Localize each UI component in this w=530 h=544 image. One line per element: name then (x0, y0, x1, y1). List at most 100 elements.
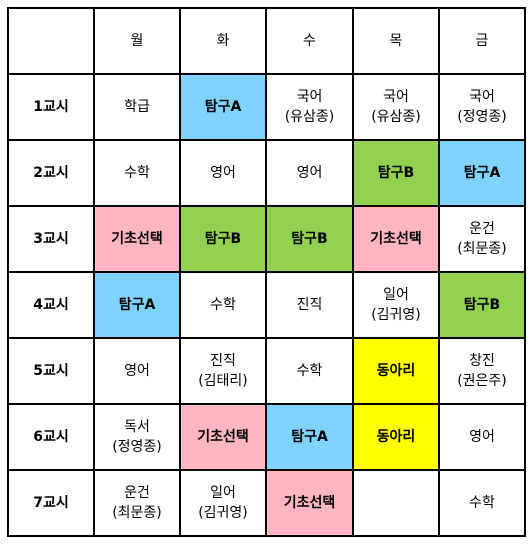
period-row: 3교시 기초선택 탐구B 탐구B 기초선택 운건 (최문종) (7, 205, 526, 273)
subject-name: 영어 (210, 165, 236, 181)
subject-name: 창진 (469, 353, 495, 369)
timetable: 월 화 수 목 금 1교시 학급 탐구A 국어 (유삼종) 국어 (유삼종) 국어 (정영종) 2… (7, 7, 526, 537)
class-cell-mon: 기초선택 (93, 205, 181, 273)
period-label: 6교시 (7, 403, 95, 471)
class-cell-wed: 국어 (유삼종) (265, 73, 354, 141)
class-cell-wed: 기초선택 (265, 469, 354, 537)
teacher-name: (유삼종) (284, 109, 335, 125)
subject-name: 수학 (469, 495, 495, 511)
subject-name: 탐구B (377, 165, 415, 181)
teacher-name: (정영종) (112, 439, 162, 455)
subject-name: 국어 (383, 89, 409, 105)
corner-cell (7, 7, 95, 75)
class-cell-tue: 탐구A (179, 73, 267, 141)
class-cell-mon: 영어 (93, 337, 181, 405)
subject-name: 기초선택 (111, 231, 163, 247)
class-cell-fri: 탐구A (438, 139, 526, 207)
day-header-mon: 월 (93, 7, 181, 75)
timetable-body: 월 화 수 목 금 1교시 학급 탐구A 국어 (유삼종) 국어 (유삼종) 국어 (정영종) 2… (7, 7, 526, 537)
subject-name: 탐구B (291, 231, 328, 247)
class-cell-tue: 진직 (김태리) (179, 337, 267, 405)
subject-name: 일어 (210, 485, 236, 501)
class-cell-thu: 국어 (유삼종) (352, 73, 440, 141)
subject-name: 국어 (469, 89, 495, 105)
subject-name: 일어 (383, 287, 409, 303)
subject-name: 영어 (124, 363, 150, 379)
class-cell-wed: 탐구A (265, 403, 354, 471)
subject-name: 영어 (296, 165, 323, 181)
subject-name: 기초선택 (370, 231, 422, 247)
class-cell-wed: 수학 (265, 337, 354, 405)
class-cell-tue: 영어 (179, 139, 267, 207)
class-cell-mon: 운건 (최문종) (93, 469, 181, 537)
period-label: 2교시 (7, 139, 95, 207)
class-cell-thu: 일어 (김귀영) (352, 271, 440, 339)
subject-name: 운건 (469, 221, 495, 237)
class-cell-thu: 동아리 (352, 337, 440, 405)
class-cell-fri: 창진 (권은주) (438, 337, 526, 405)
teacher-name: (김귀영) (198, 505, 248, 521)
teacher-name: (권은주) (457, 373, 507, 389)
subject-name: 영어 (469, 429, 495, 445)
day-header-thu: 목 (352, 7, 440, 75)
period-label: 1교시 (7, 73, 95, 141)
period-row: 4교시 탐구A 수학 진직 일어 (김귀영) 탐구B (7, 271, 526, 339)
period-row: 1교시 학급 탐구A 국어 (유삼종) 국어 (유삼종) 국어 (정영종) (7, 73, 526, 141)
subject-name: 국어 (296, 89, 323, 105)
subject-name: 탐구A (291, 429, 328, 445)
class-cell-thu: 동아리 (352, 403, 440, 471)
period-row: 2교시 수학 영어 영어 탐구B 탐구A (7, 139, 526, 207)
class-cell-tue: 기초선택 (179, 403, 267, 471)
period-label: 7교시 (7, 469, 95, 537)
subject-name: 탐구A (463, 165, 501, 181)
class-cell-thu (352, 469, 440, 537)
class-cell-fri: 국어 (정영종) (438, 73, 526, 141)
class-cell-fri: 영어 (438, 403, 526, 471)
teacher-name: (최문종) (112, 505, 162, 521)
subject-name: 수학 (124, 165, 150, 181)
header-row: 월 화 수 목 금 (7, 7, 526, 75)
subject-name: 탐구A (118, 297, 156, 313)
class-cell-mon: 독서 (정영종) (93, 403, 181, 471)
teacher-name: (유삼종) (371, 109, 421, 125)
subject-name: 탐구B (463, 297, 501, 313)
class-cell-mon: 탐구A (93, 271, 181, 339)
teacher-name: (정영종) (457, 109, 507, 125)
class-cell-wed: 탐구B (265, 205, 354, 273)
subject-name: 동아리 (376, 429, 416, 445)
subject-name: 탐구A (204, 99, 242, 115)
class-cell-tue: 수학 (179, 271, 267, 339)
period-label: 5교시 (7, 337, 95, 405)
subject-name: 기초선택 (283, 495, 336, 511)
class-cell-fri: 탐구B (438, 271, 526, 339)
subject-name: 수학 (210, 297, 236, 313)
subject-name: 독서 (124, 419, 150, 435)
subject-name: 기초선택 (197, 429, 249, 445)
class-cell-mon: 수학 (93, 139, 181, 207)
class-cell-fri: 수학 (438, 469, 526, 537)
subject-name: 동아리 (376, 363, 416, 379)
period-label: 3교시 (7, 205, 95, 273)
subject-name: 학급 (124, 99, 150, 115)
subject-name: 운건 (124, 485, 150, 501)
class-cell-wed: 영어 (265, 139, 354, 207)
class-cell-tue: 일어 (김귀영) (179, 469, 267, 537)
class-cell-tue: 탐구B (179, 205, 267, 273)
class-cell-thu: 탐구B (352, 139, 440, 207)
teacher-name: (김태리) (198, 373, 248, 389)
class-cell-mon: 학급 (93, 73, 181, 141)
class-cell-thu: 기초선택 (352, 205, 440, 273)
class-cell-fri: 운건 (최문종) (438, 205, 526, 273)
teacher-name: (최문종) (457, 241, 507, 257)
period-row: 6교시 독서 (정영종) 기초선택 탐구A 동아리 영어 (7, 403, 526, 471)
day-header-tue: 화 (179, 7, 267, 75)
subject-name: 진직 (210, 353, 236, 369)
class-cell-wed: 진직 (265, 271, 354, 339)
day-header-wed: 수 (265, 7, 354, 75)
period-row: 7교시 운건 (최문종) 일어 (김귀영) 기초선택 수학 (7, 469, 526, 537)
period-label: 4교시 (7, 271, 95, 339)
teacher-name: (김귀영) (371, 307, 421, 323)
day-header-fri: 금 (438, 7, 526, 75)
subject-name: 탐구B (204, 231, 242, 247)
subject-name: 진직 (296, 297, 323, 313)
